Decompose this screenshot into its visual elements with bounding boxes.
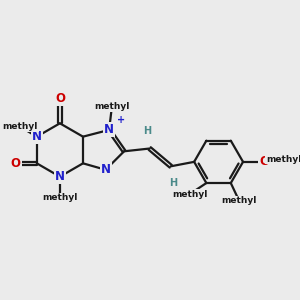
Text: +: + — [117, 115, 125, 125]
Text: N: N — [55, 170, 65, 183]
Text: methyl: methyl — [94, 102, 130, 111]
Text: N: N — [100, 163, 111, 176]
Text: methyl: methyl — [42, 193, 78, 202]
Text: N: N — [32, 130, 42, 143]
Text: O: O — [11, 157, 21, 170]
Text: N: N — [104, 123, 114, 136]
Text: O: O — [259, 155, 269, 168]
Text: methyl: methyl — [221, 196, 257, 205]
Text: O: O — [55, 92, 65, 105]
Text: H: H — [169, 178, 178, 188]
Text: methyl: methyl — [2, 122, 38, 131]
Text: H: H — [143, 126, 151, 136]
Text: methyl: methyl — [172, 190, 207, 199]
Text: methyl: methyl — [266, 154, 300, 164]
